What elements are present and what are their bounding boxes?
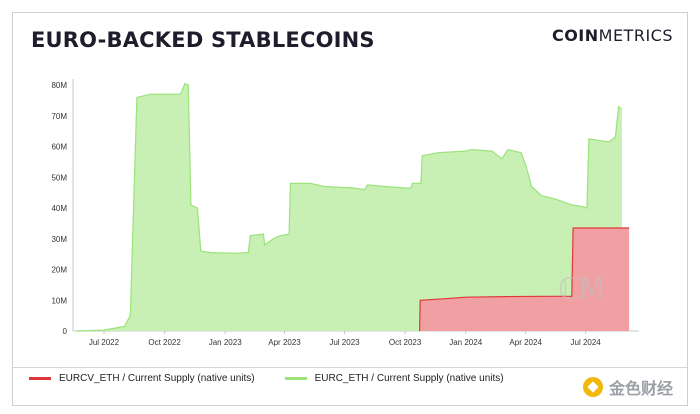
cm-watermark-icon: ℂΜ: [558, 272, 605, 307]
legend-item-eurc: EURC_ETH / Current Supply (native units): [284, 373, 504, 384]
x-tick-label: Oct 2022: [148, 338, 181, 347]
y-tick-label: 50M: [51, 173, 67, 182]
legend-item-eurcv: EURCV_ETH / Current Supply (native units…: [29, 373, 255, 384]
brand-logo: COINMETRICS: [552, 26, 673, 45]
x-tick-label: Apr 2024: [509, 338, 542, 347]
y-tick-label: 80M: [51, 81, 67, 90]
series-eurc-area: [76, 83, 622, 331]
series-eurcv-line: [419, 227, 630, 332]
legend-swatch-eurc: [284, 377, 307, 380]
brand-logo-light: METRICS: [598, 26, 673, 45]
legend-divider: [13, 367, 687, 368]
x-tick-label: Jan 2024: [449, 338, 482, 347]
x-tick-label: Jul 2023: [329, 338, 360, 347]
x-tick-label: Apr 2023: [268, 338, 301, 347]
plot-area: 0 10M 20M 30M 40M 50M 60M 70M 80M Jul 2022 Oct 202…: [51, 79, 639, 347]
x-tick-label: Jul 2024: [571, 338, 602, 347]
x-tick-label: Oct 2023: [389, 338, 422, 347]
legend: EURCV_ETH / Current Supply (native units…: [29, 373, 504, 384]
brand-logo-bold: COIN: [551, 26, 599, 45]
watermark-text: 金色财经: [608, 379, 673, 398]
y-tick-label: 10M: [51, 296, 67, 305]
y-tick-label: 40M: [51, 204, 67, 213]
x-tick-label: Jul 2022: [89, 338, 120, 347]
y-tick-label: 60M: [51, 143, 67, 152]
chart-panel: EURO-BACKED STABLECOINS COINMETRICS 0 10M…: [12, 12, 688, 406]
watermark: 金色财经: [582, 375, 673, 399]
legend-label-eurcv: EURCV_ETH / Current Supply (native units…: [59, 373, 255, 384]
y-tick-label: 30M: [51, 235, 67, 244]
y-tick-label: 70M: [51, 112, 67, 121]
series-eurcv-area: [419, 228, 630, 331]
legend-swatch-eurcv: [29, 377, 51, 380]
y-tick-label: 0: [63, 327, 68, 336]
legend-label-eurc: EURC_ETH / Current Supply (native units): [314, 373, 504, 384]
watermark-logo-icon: [582, 377, 603, 397]
series-eurc-line: [76, 82, 623, 332]
y-tick-label: 20M: [51, 266, 67, 275]
x-tick-label: Jan 2023: [209, 338, 242, 347]
chart-title: EURO-BACKED STABLECOINS: [31, 28, 375, 52]
